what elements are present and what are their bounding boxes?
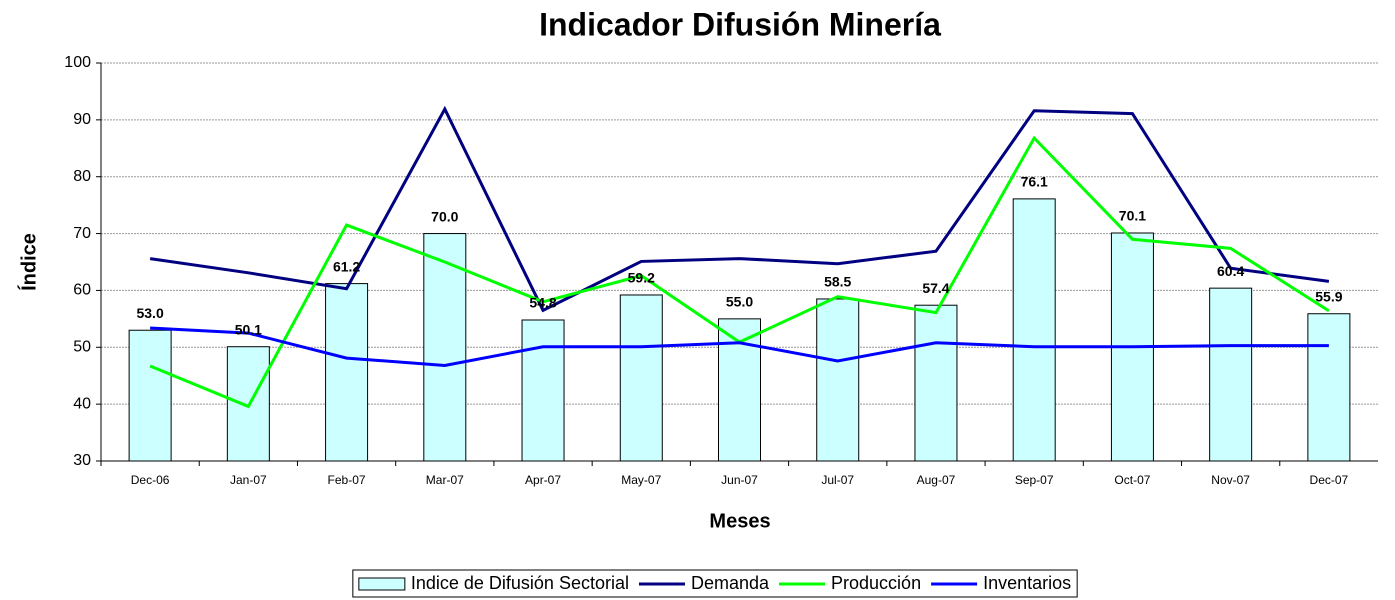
data-label: 55.9	[1315, 288, 1342, 304]
x-tick-label: Mar-07	[426, 473, 464, 487]
data-label: 59.2	[628, 270, 655, 286]
data-label: 61.2	[333, 258, 360, 274]
y-tick-label: 40	[73, 395, 91, 412]
x-tick-label: Nov-07	[1211, 473, 1250, 487]
x-axis-label: Meses	[709, 510, 770, 532]
data-label: 55.0	[726, 294, 753, 310]
bar	[521, 319, 565, 462]
data-label: 76.1	[1021, 174, 1048, 190]
y-tick-label: 70	[73, 225, 91, 242]
legend-label: Indice de Difusión Sectorial	[411, 573, 629, 593]
x-tick-label: Jun-07	[721, 473, 758, 487]
y-tick-label: 100	[64, 54, 91, 71]
line	[149, 105, 1330, 313]
x-tick-label: Apr-07	[525, 473, 561, 487]
bar	[1307, 313, 1351, 462]
bar	[325, 283, 369, 462]
bar	[1012, 198, 1056, 462]
bar	[816, 298, 860, 462]
line	[150, 326, 1329, 367]
legend-label: Inventarios	[983, 573, 1071, 593]
bar	[423, 233, 467, 462]
legend: Indice de Difusión Sectorial Demanda Produ…	[358, 573, 1071, 593]
x-tick-label: Sep-07	[1015, 473, 1054, 487]
x-tick-label: Dec-07	[1310, 473, 1349, 487]
legend-label: Producción	[831, 573, 921, 593]
bar	[1209, 287, 1253, 462]
data-label: 58.5	[824, 274, 851, 290]
bar	[128, 329, 172, 462]
data-label: 54.8	[529, 295, 556, 311]
data-label: 70.0	[431, 208, 458, 224]
x-tick-label: Feb-07	[328, 473, 366, 487]
data-label: 60.4	[1217, 263, 1244, 279]
x-tick-label: May-07	[621, 473, 661, 487]
x-tick-label: Aug-07	[917, 473, 956, 487]
data-label: 70.1	[1119, 208, 1146, 224]
legend-swatch	[358, 577, 406, 591]
chart-title: Indicador Difusión Minería	[539, 6, 941, 42]
data-label: 57.4	[922, 280, 949, 296]
x-tick-label: Jan-07	[230, 473, 267, 487]
legend-label: Demanda	[691, 573, 770, 593]
x-tick-label: Jul-07	[821, 473, 854, 487]
y-tick-label: 80	[73, 168, 91, 185]
y-tick-label: 30	[73, 452, 91, 469]
y-tick-label: 90	[73, 111, 91, 128]
bar	[619, 294, 663, 462]
y-tick-label: 60	[73, 282, 91, 299]
y-tick-label: 50	[73, 339, 91, 356]
bar	[718, 318, 761, 462]
y-axis-label: Índice	[17, 233, 40, 291]
x-tick-label: Dec-06	[131, 473, 170, 487]
x-tick-label: Oct-07	[1114, 473, 1150, 487]
data-label: 53.0	[136, 305, 163, 321]
data-label: 50.1	[235, 321, 262, 337]
bar	[914, 304, 958, 462]
